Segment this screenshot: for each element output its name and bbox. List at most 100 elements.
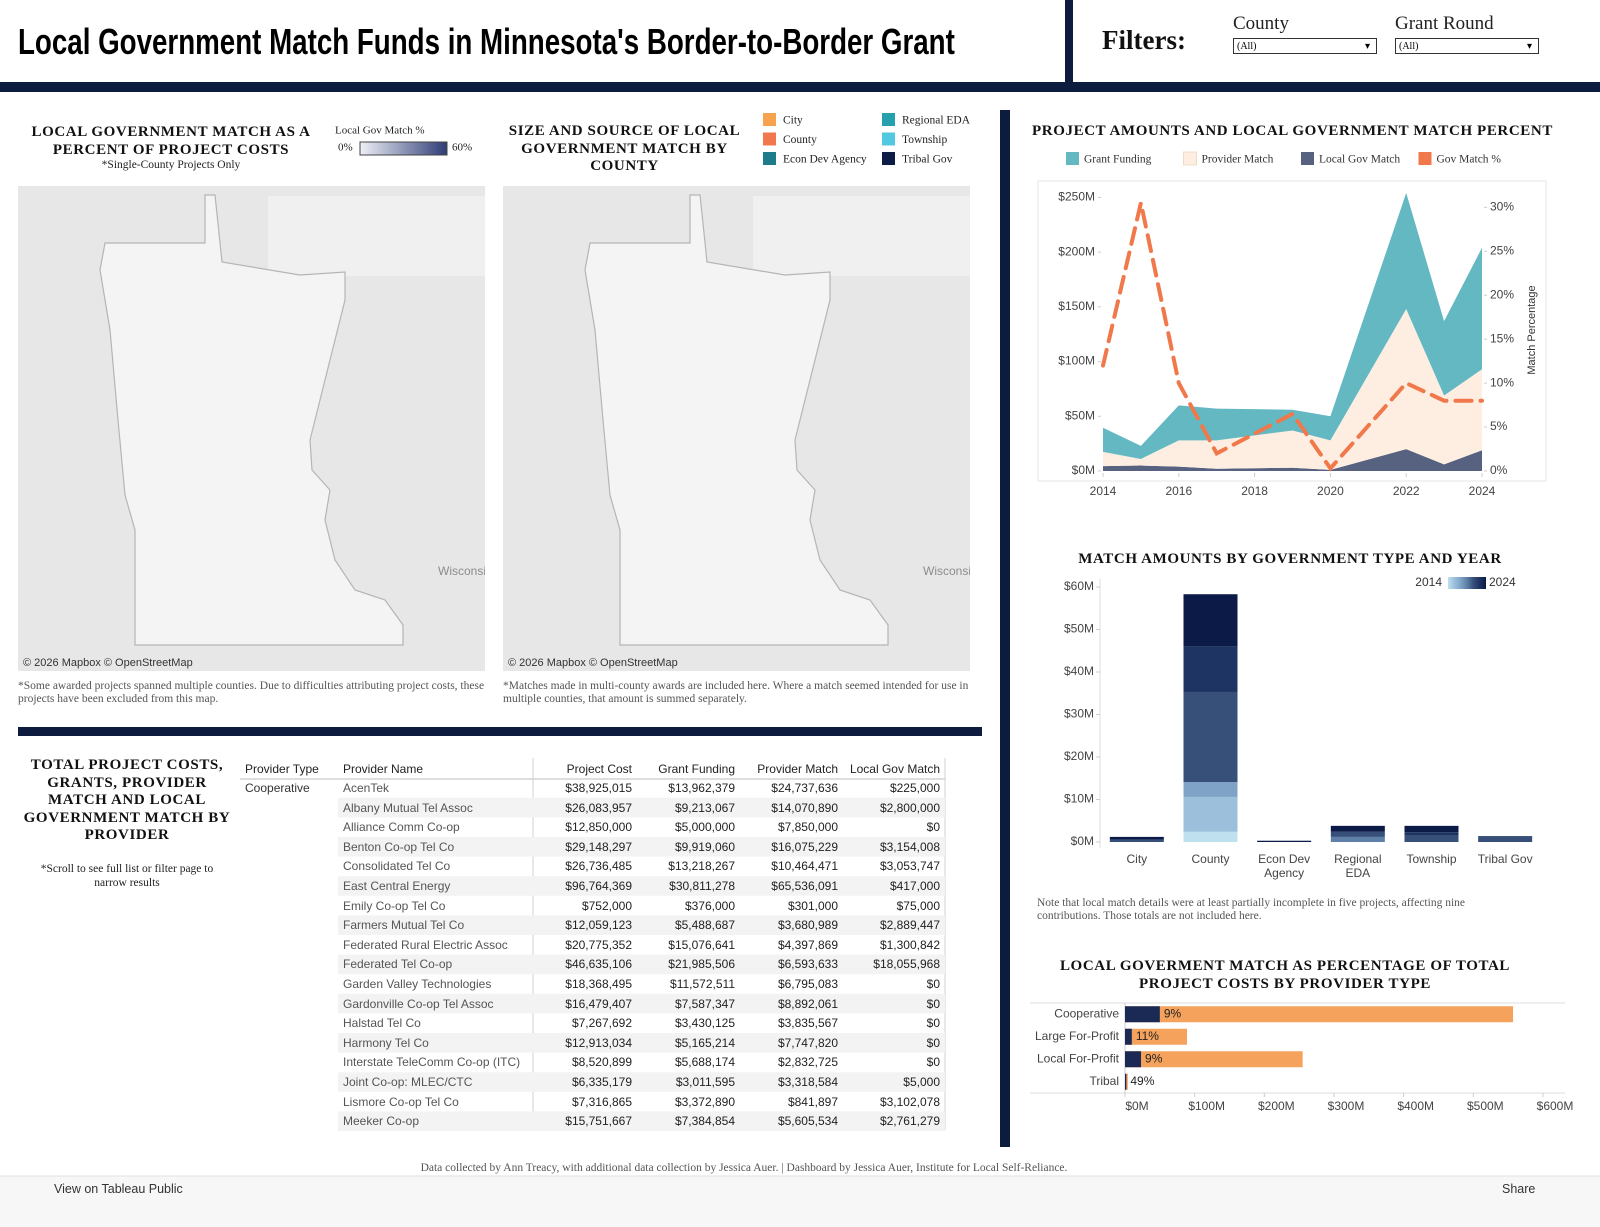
y2-tick-label: 20% xyxy=(1490,287,1514,301)
legend-gradient xyxy=(359,141,448,156)
legend-swatch xyxy=(1301,152,1314,165)
table-cell: $7,267,692 xyxy=(571,1016,632,1031)
table-cell: $96,764,369 xyxy=(565,879,632,893)
legend-label: 0% xyxy=(338,142,353,154)
y-tick-label: $20M xyxy=(1064,749,1094,763)
table-cell: $0 xyxy=(926,1055,940,1070)
table-cell: $376,000 xyxy=(684,898,735,913)
y2-tick-label: 15% xyxy=(1490,331,1514,345)
column-header: Provider Type xyxy=(245,762,319,776)
table-cell: $417,000 xyxy=(889,879,940,893)
table-cell: $6,593,633 xyxy=(777,957,838,972)
percent-label: 9% xyxy=(1145,1051,1163,1065)
table-cell: Interstate TeleComm Co-op (ITC) xyxy=(343,1055,521,1070)
bar xyxy=(1125,1073,1128,1090)
table-cell: $6,335,179 xyxy=(571,1075,632,1089)
table-cell: $10,464,471 xyxy=(771,859,838,874)
bar xyxy=(1125,1006,1514,1023)
bar xyxy=(1125,1028,1188,1045)
x-tick-label: $100M xyxy=(1188,1099,1225,1113)
table-cell: $11,572,511 xyxy=(670,977,735,991)
x-tick-label: 2018 xyxy=(1241,484,1268,498)
table-title: TOTAL PROJECT COSTS, GRANTS, PROVIDER MA… xyxy=(23,757,231,843)
table-cell: $14,070,890 xyxy=(771,800,838,815)
bar-segment xyxy=(1330,825,1385,832)
table-cell: $5,000,000 xyxy=(674,820,735,835)
header-divider xyxy=(1065,0,1073,82)
table-cell: $15,751,667 xyxy=(565,1114,632,1129)
y-tick-label: $10M xyxy=(1064,792,1094,806)
table-cell: $5,488,687 xyxy=(674,918,735,933)
table-cell: $3,835,567 xyxy=(777,1016,838,1031)
table-cell: Emily Co-op Tel Co xyxy=(343,898,446,913)
y-tick-label: $50M xyxy=(1064,622,1094,636)
bar-segment xyxy=(1330,831,1385,837)
place-label: Wisconsin xyxy=(923,564,978,578)
x-tick-label: 2020 xyxy=(1317,484,1344,498)
map-title: LOCAL GOVERNMENT MATCH AS A PERCENT OF P… xyxy=(31,124,311,158)
tableau-link[interactable]: View on Tableau Public xyxy=(54,1182,183,1196)
legend-title: Local Gov Match % xyxy=(335,125,425,137)
table-cell: $5,000 xyxy=(903,1075,940,1089)
table-cell: $0 xyxy=(926,977,940,991)
bar-segment xyxy=(1330,836,1385,842)
legend-gradient xyxy=(1448,577,1486,589)
table-cell: $16,479,407 xyxy=(565,996,632,1011)
table-cell: $3,053,747 xyxy=(879,859,940,874)
filter-select[interactable]: (All) xyxy=(1395,38,1539,55)
table-cell: Albany Mutual Tel Assoc xyxy=(343,800,473,815)
map-subtitle: *Single-County Projects Only xyxy=(101,159,241,171)
table-cell: $2,889,447 xyxy=(879,918,940,933)
table-cell: $7,384,854 xyxy=(674,1114,735,1129)
share-button[interactable]: Share xyxy=(1502,1182,1536,1196)
table-cell: $46,635,106 xyxy=(565,957,632,972)
row-shade xyxy=(338,837,945,857)
legend-swatch xyxy=(882,113,895,126)
y-tick-label: $40M xyxy=(1064,664,1094,678)
row-shade xyxy=(338,1033,945,1053)
row-shade xyxy=(338,993,945,1014)
bar-segment xyxy=(1109,839,1164,842)
row-shade xyxy=(338,876,945,896)
chart-note: Note that local match details were at le… xyxy=(1037,897,1465,922)
lake xyxy=(268,196,485,276)
table-cell: Federated Tel Co-op xyxy=(343,957,453,972)
table-cell: Benton Co-op Tel Co xyxy=(343,839,455,854)
table-cell: Meeker Co-op xyxy=(343,1114,420,1129)
x-tick-label: $600M xyxy=(1537,1099,1574,1113)
bar-segment xyxy=(1183,691,1238,783)
place-label: Wisconsin xyxy=(438,564,493,578)
table-cell: Lismore Co-op Tel Co xyxy=(343,1094,459,1109)
table-cell: East Central Energy xyxy=(343,879,451,893)
y-tick-label: Local For-Profit xyxy=(1037,1051,1120,1065)
table-cell: Federated Rural Electric Assoc xyxy=(343,937,508,952)
y2-axis-label: Match Percentage xyxy=(1526,285,1538,374)
table-cell: $26,083,957 xyxy=(565,800,632,815)
bar-segment xyxy=(1183,594,1238,647)
column-header: Provider Name xyxy=(343,762,424,776)
y-tick-label: $100M xyxy=(1058,354,1095,368)
table-cell: Harmony Tel Co xyxy=(343,1035,429,1050)
chart-title: PROJECT AMOUNTS AND LOCAL GOVERNMENT MAT… xyxy=(1032,123,1553,139)
table-cell: Joint Co-op: MLEC/CTC xyxy=(343,1075,473,1089)
y-tick-label: $50M xyxy=(1065,408,1095,422)
column-divider xyxy=(1000,110,1010,1147)
y-tick-label: Tribal xyxy=(1089,1074,1119,1088)
legend-label: Gov Match % xyxy=(1437,154,1502,166)
filters-label: Filters: xyxy=(1102,25,1186,55)
row-shade xyxy=(338,1072,945,1092)
bar xyxy=(1125,1051,1303,1068)
table-cell: $8,520,899 xyxy=(571,1055,632,1070)
y2-tick-label: 10% xyxy=(1490,375,1514,389)
column-header: Project Cost xyxy=(566,762,632,776)
table-cell: Alliance Comm Co-op xyxy=(343,820,460,835)
filter-select[interactable]: (All) xyxy=(1233,38,1377,55)
table-cell: $30,811,278 xyxy=(669,879,735,893)
y-tick-label: $250M xyxy=(1058,190,1095,204)
legend-label: 60% xyxy=(452,142,472,154)
legend-label: Local Gov Match xyxy=(1319,154,1400,166)
bar-segment xyxy=(1183,646,1238,692)
area xyxy=(1103,449,1482,471)
legend-label: Provider Match xyxy=(1202,154,1274,166)
toolbar-background xyxy=(0,1176,1600,1227)
